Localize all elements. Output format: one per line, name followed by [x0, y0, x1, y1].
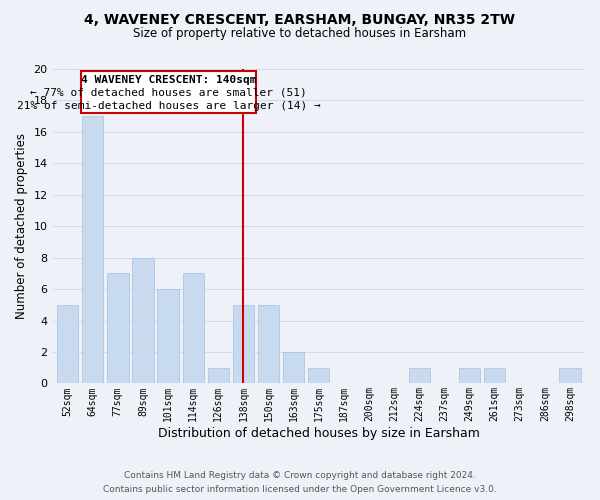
Text: Contains HM Land Registry data © Crown copyright and database right 2024.: Contains HM Land Registry data © Crown c…	[124, 472, 476, 480]
Bar	[233, 305, 254, 384]
Y-axis label: Number of detached properties: Number of detached properties	[15, 133, 28, 319]
Text: Contains public sector information licensed under the Open Government Licence v3: Contains public sector information licen…	[103, 484, 497, 494]
Bar	[484, 368, 505, 384]
Bar	[182, 274, 204, 384]
Bar	[308, 368, 329, 384]
X-axis label: Distribution of detached houses by size in Earsham: Distribution of detached houses by size …	[158, 427, 480, 440]
Bar	[409, 368, 430, 384]
Text: 21% of semi-detached houses are larger (14) →: 21% of semi-detached houses are larger (…	[17, 100, 320, 110]
Bar	[107, 274, 128, 384]
Bar	[283, 352, 304, 384]
Bar	[559, 368, 581, 384]
Text: 4, WAVENEY CRESCENT, EARSHAM, BUNGAY, NR35 2TW: 4, WAVENEY CRESCENT, EARSHAM, BUNGAY, NR…	[85, 12, 515, 26]
Bar	[157, 289, 179, 384]
Text: 4 WAVENEY CRESCENT: 140sqm: 4 WAVENEY CRESCENT: 140sqm	[81, 74, 256, 85]
Bar	[57, 305, 78, 384]
Bar	[132, 258, 154, 384]
FancyBboxPatch shape	[82, 72, 256, 113]
Bar	[82, 116, 103, 384]
Text: ← 77% of detached houses are smaller (51): ← 77% of detached houses are smaller (51…	[31, 87, 307, 97]
Bar	[208, 368, 229, 384]
Bar	[258, 305, 279, 384]
Text: Size of property relative to detached houses in Earsham: Size of property relative to detached ho…	[133, 28, 467, 40]
Bar	[459, 368, 480, 384]
